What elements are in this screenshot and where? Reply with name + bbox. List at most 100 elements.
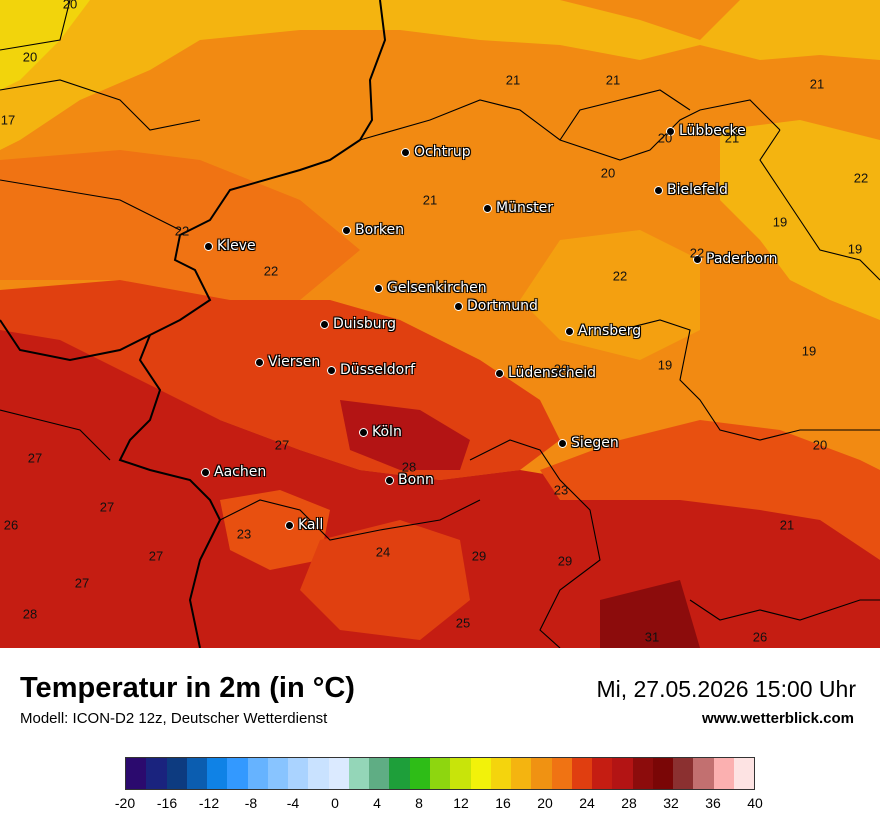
colorbar-tick-label: 32 [663,795,679,811]
temperature-value: 28 [22,606,38,622]
field-31 [600,580,700,648]
city-dot-icon [654,185,663,195]
field-22-west [0,150,360,300]
colorbar-swatch [652,758,674,789]
city-dot-icon [374,283,383,293]
city-marker: Gelsenkirchen [374,280,487,296]
colorbar-tick-label: 0 [331,795,339,811]
colorbar-swatch [733,758,755,789]
city-dot-icon [327,365,336,375]
temperature-map: Ochtrup Lübbecke Bielefeld Münster Borken Kle… [0,0,880,648]
city-marker: Düsseldorf [327,362,415,378]
temperature-value: 23 [236,526,252,542]
temperature-value: 27 [27,450,43,466]
temperature-value: 19 [847,241,863,257]
colorbar-tick-label: 4 [373,795,381,811]
temperature-value: 19 [801,343,817,359]
temperature-value: 27 [148,548,164,564]
temperature-value: 26 [752,629,768,645]
colorbar-swatch [612,758,633,789]
colorbar-tick-label: -4 [286,795,300,811]
city-dot-icon [454,301,463,311]
temperature-value: 17 [0,112,16,128]
temperature-value: 27 [99,499,115,515]
city-label: Gelsenkirchen [387,280,487,296]
colorbar-swatch [450,758,471,789]
temperature-value: 24 [375,544,391,560]
city-dot-icon [693,254,702,264]
temperature-value: 21 [809,76,825,92]
city-label: Kleve [217,238,256,254]
colorbar-tick-label: -20 [114,795,136,811]
city-label: Dortmund [467,298,538,314]
colorbar-swatch [531,758,552,789]
colorbar-swatch [247,758,268,789]
temperature-value: 27 [74,575,90,591]
city-dot-icon [495,368,504,378]
temperature-value: 22 [689,245,705,261]
field-24-south [300,520,470,640]
city-label: Düsseldorf [340,362,415,378]
temperature-value: 22 [853,170,869,186]
temperature-value: 27 [274,437,290,453]
city-marker: Duisburg [320,316,396,332]
colorbar-swatch [632,758,653,789]
field-20-south [520,230,700,360]
city-marker: Viersen [255,354,320,370]
model-credit: Modell: ICON-D2 12z, Deutscher Wetterdie… [20,710,328,727]
city-label: Bielefeld [667,182,728,198]
temperature-field [0,0,880,648]
city-label: Siegen [571,435,619,451]
city-label: Viersen [268,354,321,370]
temperature-value: 22 [263,263,279,279]
temperature-value: 21 [779,517,795,533]
temperature-value: 25 [455,615,471,631]
colorbar-swatch [348,758,370,789]
field-28-koeln [340,400,470,470]
map-title: Temperatur in 2m (in °C) [20,672,355,704]
state-borders [0,0,880,648]
city-marker: Bonn [385,472,434,488]
colorbar-swatch [308,758,329,789]
colorbar-swatch [126,758,147,789]
colorbar-swatch [490,758,512,789]
city-dot-icon [558,438,567,448]
colorbar-tick-label: 40 [747,795,763,811]
city-label: Aachen [214,464,267,480]
temperature-value: 20 [62,0,78,12]
city-marker: Ochtrup [401,144,471,160]
colorbar-swatch [511,758,532,789]
city-dot-icon [401,147,410,157]
colorbar-swatch [673,758,694,789]
temperature-value: 20 [812,437,828,453]
colorbar-tick-label: 24 [579,795,595,811]
city-dot-icon [285,520,294,530]
colorbar-ticks: -20 -16 -12 -8 -4 0 4 8 12 16 20 24 28 32 36 40 [115,795,763,815]
colorbar-swatch [146,758,167,789]
city-dot-icon [320,319,329,329]
colorbar-tick-label: -16 [156,795,178,811]
website-link[interactable]: www.wetterblick.com [702,710,854,727]
city-marker: Lüdenscheid [495,365,596,381]
field-17 [0,0,90,90]
city-marker: Münster [483,200,553,216]
temperature-value: 28 [401,459,417,475]
colorbar-tick-label: 36 [705,795,721,811]
temperature-value: 23 [553,482,569,498]
city-dot-icon [565,326,574,336]
city-dot-icon [666,126,675,136]
colorbar-swatch [389,758,410,789]
city-label: Duisburg [333,316,396,332]
colorbar-swatch [713,758,734,789]
colorbar-tick-label: 12 [453,795,469,811]
temperature-value: 21 [422,192,438,208]
temperature-value: 21 [724,130,740,146]
forecast-datetime: Mi, 27.05.2026 15:00 Uhr [596,676,856,702]
city-marker: Dortmund [454,298,538,314]
city-dot-icon [255,357,264,367]
city-marker: Bielefeld [654,182,728,198]
city-label: Köln [372,424,402,440]
colorbar-swatch [328,758,349,789]
city-dot-icon [385,475,394,485]
city-label: Paderborn [706,251,778,267]
